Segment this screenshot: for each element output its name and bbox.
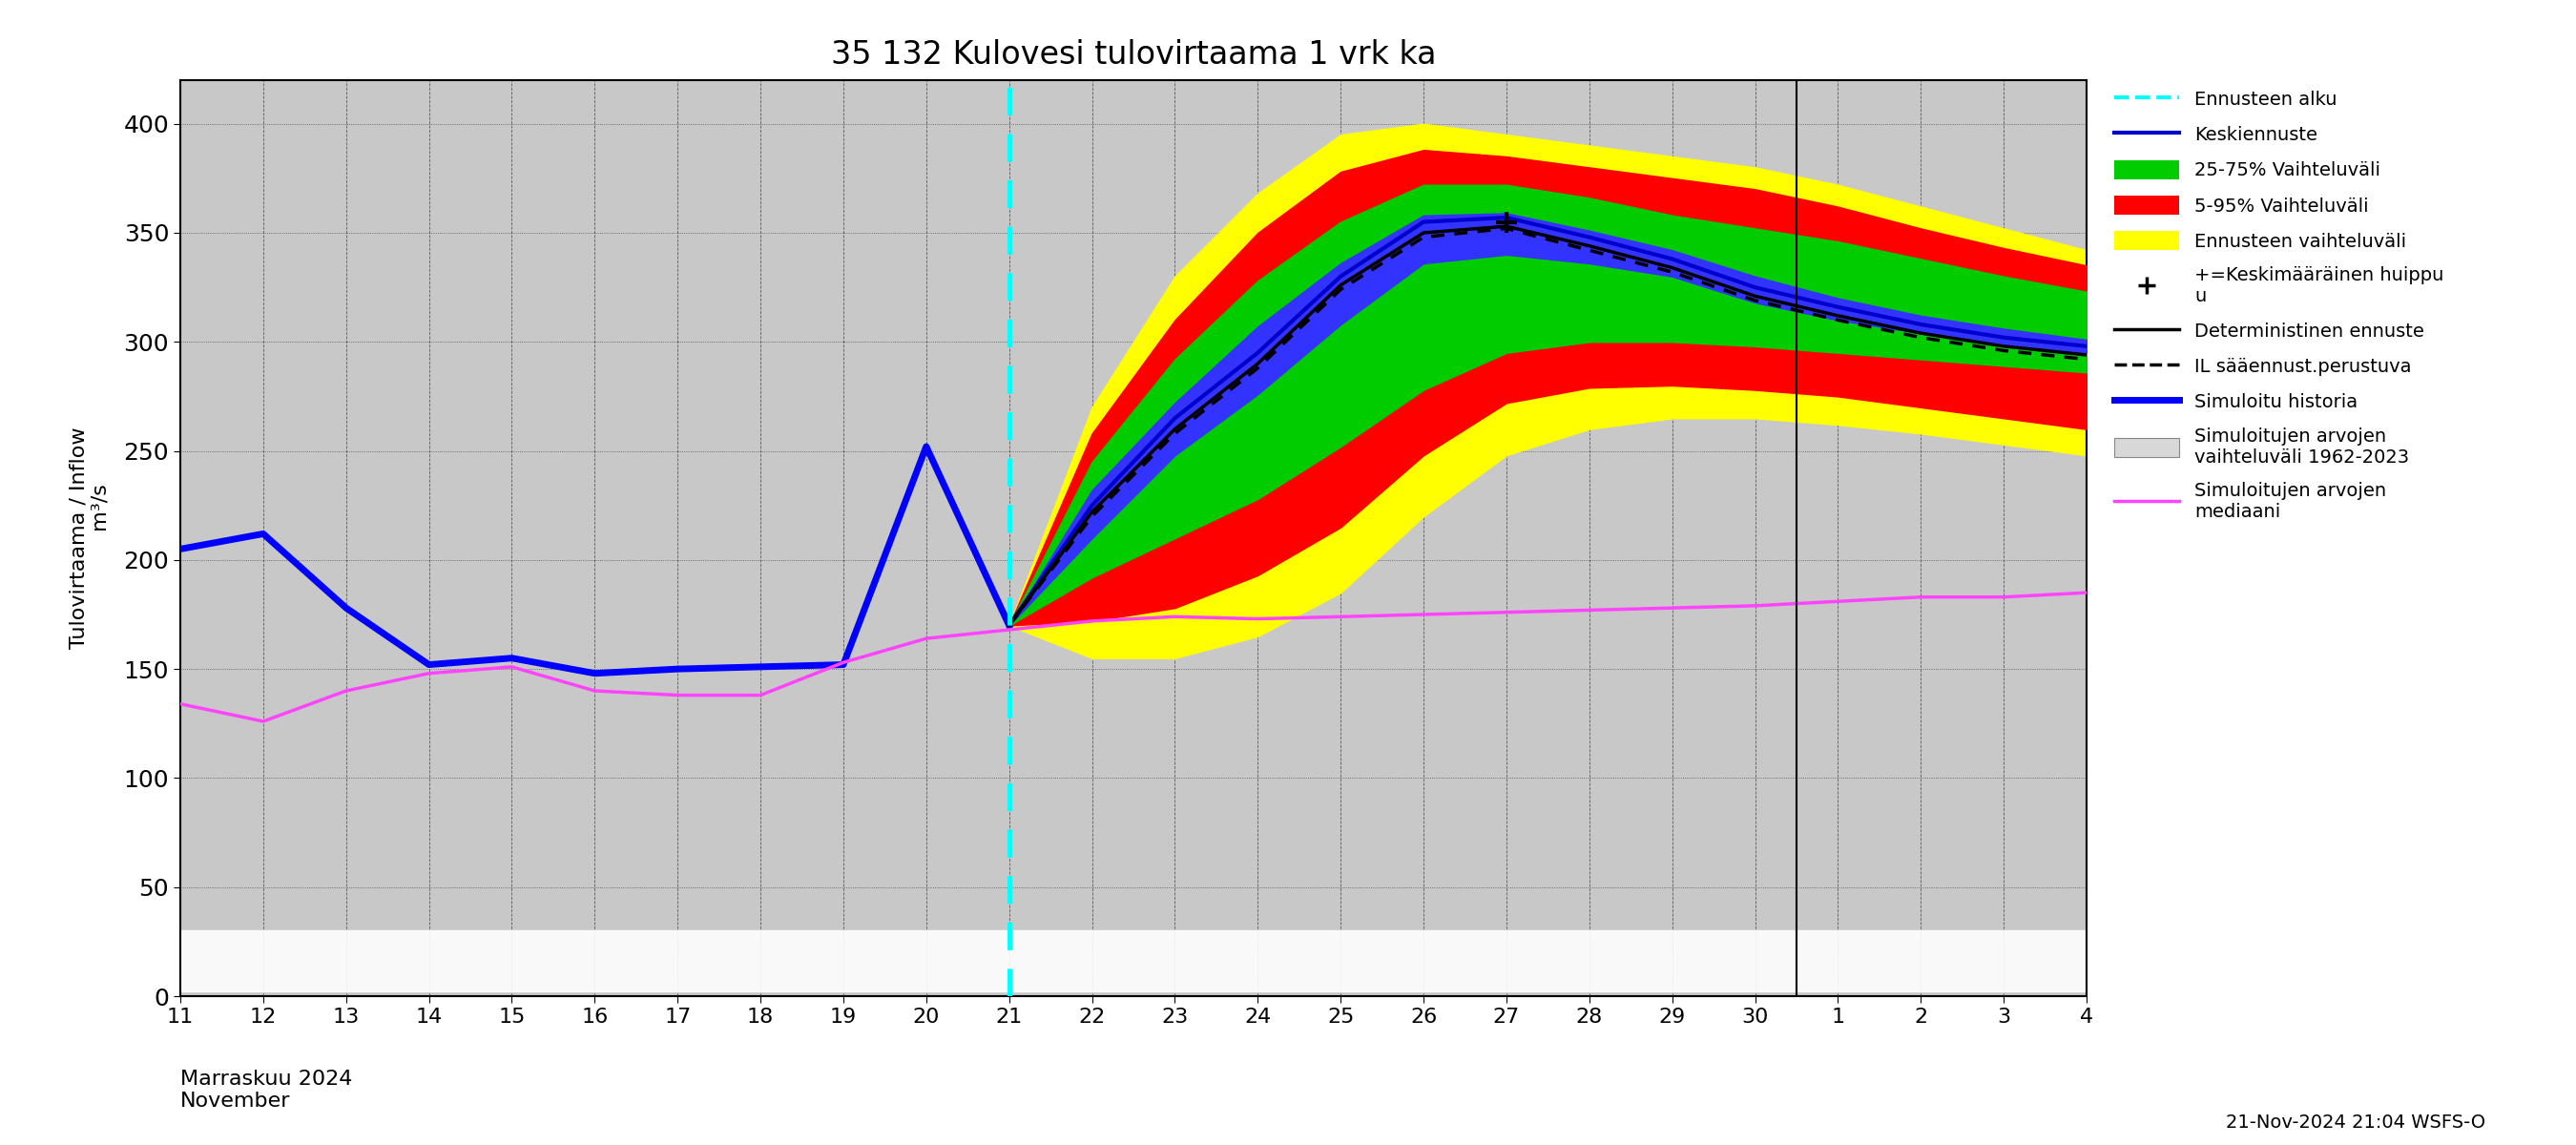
Text: 21-Nov-2024 21:04 WSFS-O: 21-Nov-2024 21:04 WSFS-O (2226, 1113, 2486, 1131)
Y-axis label: Tulovirtaama / Inflow
         m³/s: Tulovirtaama / Inflow m³/s (70, 427, 111, 649)
Text: Marraskuu 2024
November: Marraskuu 2024 November (180, 1069, 353, 1111)
Legend: Ennusteen alku, Keskiennuste, 25-75% Vaihteluväli, 5-95% Vaihteluväli, Ennusteen: Ennusteen alku, Keskiennuste, 25-75% Vai… (2105, 80, 2452, 530)
Title: 35 132 Kulovesi tulovirtaama 1 vrk ka: 35 132 Kulovesi tulovirtaama 1 vrk ka (829, 39, 1437, 71)
